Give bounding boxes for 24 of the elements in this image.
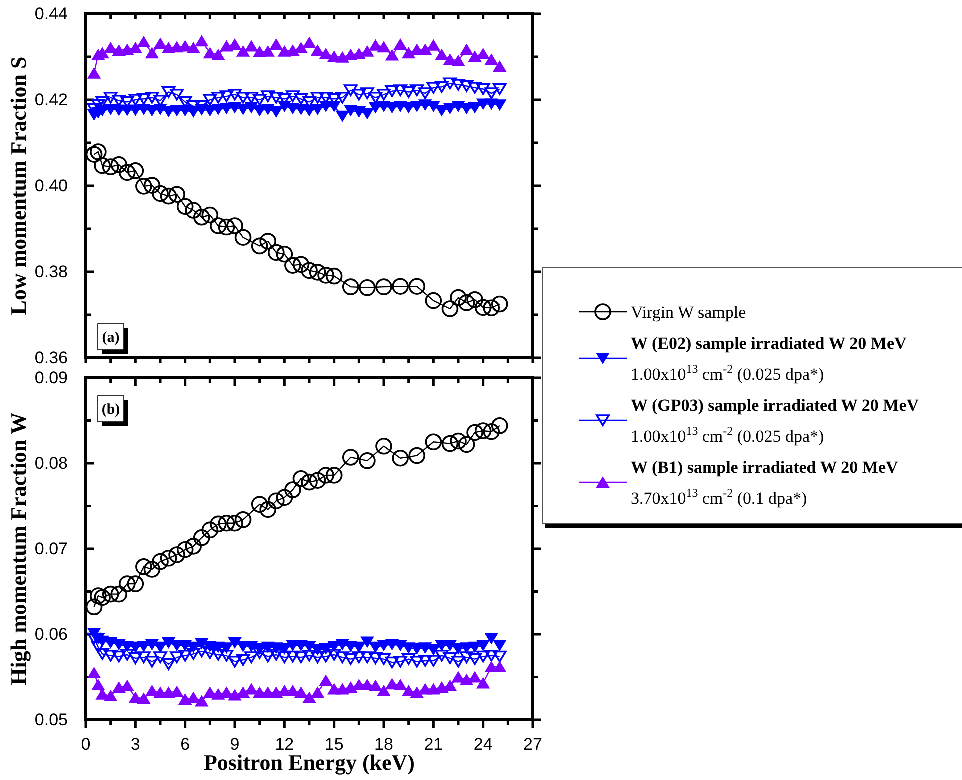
x-tick-label: 3 xyxy=(130,735,140,754)
y-tick-label: 0.44 xyxy=(34,4,68,24)
x-tick-label: 24 xyxy=(474,735,493,754)
y-tick-label: 0.36 xyxy=(34,348,68,368)
y-tick-label: 0.05 xyxy=(34,710,68,730)
legend-label: W (B1) sample irradiated W 20 MeV 3.70x10$^{13}$ cm$^{-2}$ (0.1 dpa*) xyxy=(631,458,899,508)
x-tick-label: 21 xyxy=(424,735,444,754)
x-tick-label: 6 xyxy=(180,735,190,754)
legend-label: Virgin W sample xyxy=(631,303,746,322)
y-tick-label: 0.38 xyxy=(34,262,68,282)
y-axis-title: High momentum Fraction W xyxy=(6,412,31,686)
y-tick-label: 0.42 xyxy=(34,90,68,110)
legend-label: W (E02) sample irradiated W 20 MeV 1.00x10$^{13}$ cm$^{-2}$ (0.025 dpa*) xyxy=(631,334,908,384)
x-tick-label: 0 xyxy=(81,735,91,754)
y-tick-label: 0.40 xyxy=(34,176,68,196)
y-tick-label: 0.06 xyxy=(34,624,68,644)
annotation: (a) xyxy=(102,330,120,346)
y-axis-title: Low momentum Fraction S xyxy=(6,56,31,316)
x-tick-label: 27 xyxy=(524,735,542,754)
y-tick-label: 0.08 xyxy=(34,454,68,473)
annotation: (b) xyxy=(102,402,120,418)
y-tick-label: 0.07 xyxy=(34,539,68,558)
y-tick-label: 0.09 xyxy=(34,368,68,388)
legend-label: W (GP03) sample irradiated W 20 MeV 1.00x10$^{13}$ cm$^{-2}$ (0.025 dpa*) xyxy=(631,396,920,446)
